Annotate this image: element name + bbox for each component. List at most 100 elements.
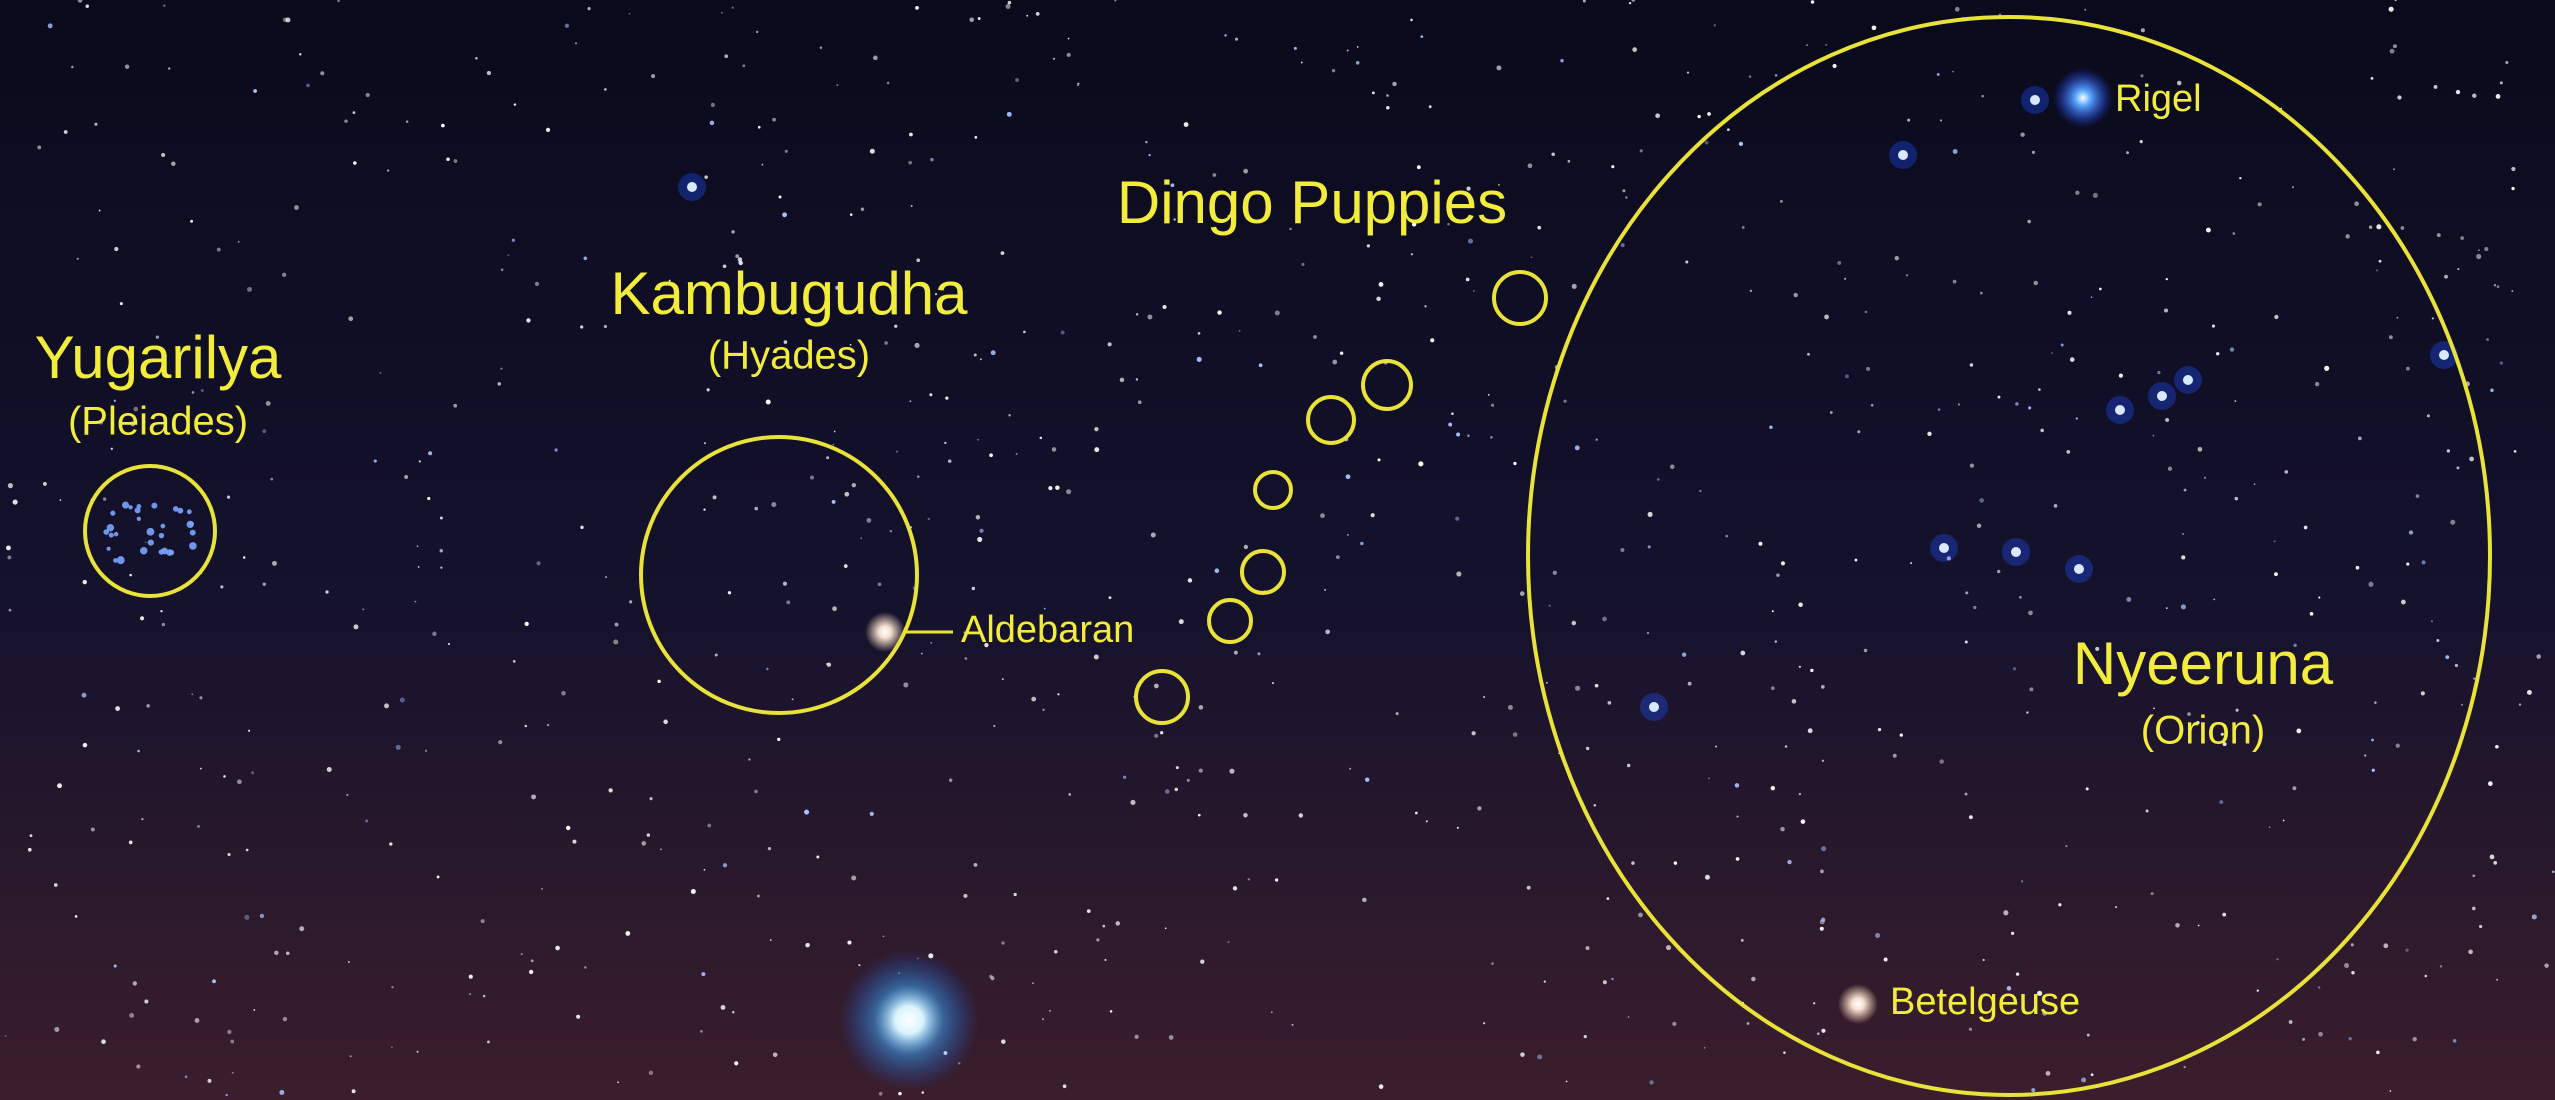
star bbox=[155, 335, 160, 339]
star bbox=[1791, 699, 1797, 704]
star bbox=[2253, 483, 2256, 486]
star bbox=[1829, 411, 1833, 414]
star bbox=[2031, 150, 2036, 154]
star bbox=[783, 340, 788, 344]
star bbox=[158, 549, 165, 555]
star bbox=[1370, 513, 1375, 518]
star bbox=[1832, 63, 1837, 69]
star bbox=[2436, 638, 2440, 642]
star bbox=[337, 0, 340, 3]
star bbox=[98, 209, 101, 212]
star bbox=[2456, 466, 2460, 470]
label: Nyeeruna bbox=[2073, 630, 2334, 697]
star bbox=[826, 662, 832, 667]
star bbox=[151, 502, 158, 509]
star bbox=[1162, 304, 1167, 310]
star bbox=[663, 719, 668, 725]
star bbox=[1148, 154, 1151, 157]
star bbox=[832, 606, 837, 612]
star bbox=[1798, 792, 1802, 796]
star bbox=[1844, 277, 1847, 280]
star bbox=[511, 238, 516, 242]
star bbox=[847, 940, 852, 945]
star bbox=[769, 939, 772, 941]
star bbox=[1416, 165, 1421, 170]
star bbox=[2426, 414, 2430, 418]
star bbox=[1751, 976, 1756, 982]
star bbox=[1631, 0, 1636, 2]
star bbox=[190, 219, 194, 223]
star bbox=[191, 391, 195, 394]
star bbox=[244, 914, 250, 920]
star bbox=[212, 979, 216, 984]
star bbox=[731, 6, 734, 9]
star bbox=[1173, 218, 1176, 221]
star bbox=[921, 1091, 925, 1094]
star bbox=[2099, 287, 2102, 291]
star bbox=[771, 502, 777, 508]
star bbox=[2037, 990, 2043, 996]
star bbox=[1563, 399, 1567, 403]
star bbox=[414, 600, 417, 603]
star bbox=[778, 195, 782, 199]
star bbox=[282, 17, 288, 23]
star bbox=[500, 268, 504, 272]
star bbox=[1496, 65, 1502, 71]
star bbox=[1820, 917, 1826, 922]
star bbox=[648, 1070, 654, 1076]
star bbox=[2431, 317, 2434, 320]
star bbox=[2496, 285, 2500, 289]
star bbox=[110, 510, 116, 516]
star bbox=[2115, 906, 2118, 909]
star bbox=[1378, 1084, 1384, 1089]
star bbox=[963, 893, 968, 898]
star bbox=[2350, 943, 2354, 947]
star bbox=[737, 303, 740, 307]
star bbox=[1346, 49, 1349, 52]
star bbox=[1627, 1016, 1630, 1018]
star bbox=[2115, 405, 2125, 415]
dingo-ring bbox=[1492, 270, 1548, 326]
star bbox=[1602, 616, 1607, 622]
star bbox=[2405, 366, 2410, 371]
star bbox=[365, 92, 370, 98]
star bbox=[2222, 912, 2227, 917]
star bbox=[2288, 1020, 2293, 1024]
star bbox=[1164, 927, 1167, 930]
star bbox=[1655, 113, 1661, 119]
star bbox=[2395, 743, 2400, 748]
star bbox=[1937, 408, 1941, 411]
star bbox=[1783, 1051, 1786, 1054]
star bbox=[2302, 1037, 2306, 1041]
star bbox=[977, 536, 983, 542]
star bbox=[1626, 763, 1631, 768]
star bbox=[220, 585, 224, 589]
star bbox=[1366, 244, 1371, 248]
star bbox=[1770, 785, 1776, 791]
star bbox=[536, 561, 541, 566]
star bbox=[1371, 91, 1375, 95]
star bbox=[1713, 24, 1717, 27]
star bbox=[732, 1011, 735, 1014]
star bbox=[1758, 541, 1763, 546]
star bbox=[1746, 1022, 1750, 1025]
star bbox=[2081, 1077, 2087, 1083]
star bbox=[2003, 910, 2009, 916]
star bbox=[1477, 806, 1482, 811]
star bbox=[584, 966, 587, 969]
star bbox=[2012, 667, 2017, 671]
star bbox=[1298, 813, 1303, 818]
star bbox=[1954, 6, 1960, 12]
star bbox=[765, 399, 771, 405]
star bbox=[285, 17, 291, 23]
dingo-ring bbox=[1240, 549, 1286, 595]
star bbox=[2374, 701, 2377, 704]
star bbox=[857, 309, 860, 312]
star bbox=[1969, 463, 1975, 468]
star bbox=[247, 286, 252, 292]
star bbox=[1247, 878, 1250, 881]
dingo-ring bbox=[1134, 669, 1190, 725]
star bbox=[1982, 958, 1985, 962]
star bbox=[2027, 219, 2031, 224]
star bbox=[1414, 811, 1418, 815]
